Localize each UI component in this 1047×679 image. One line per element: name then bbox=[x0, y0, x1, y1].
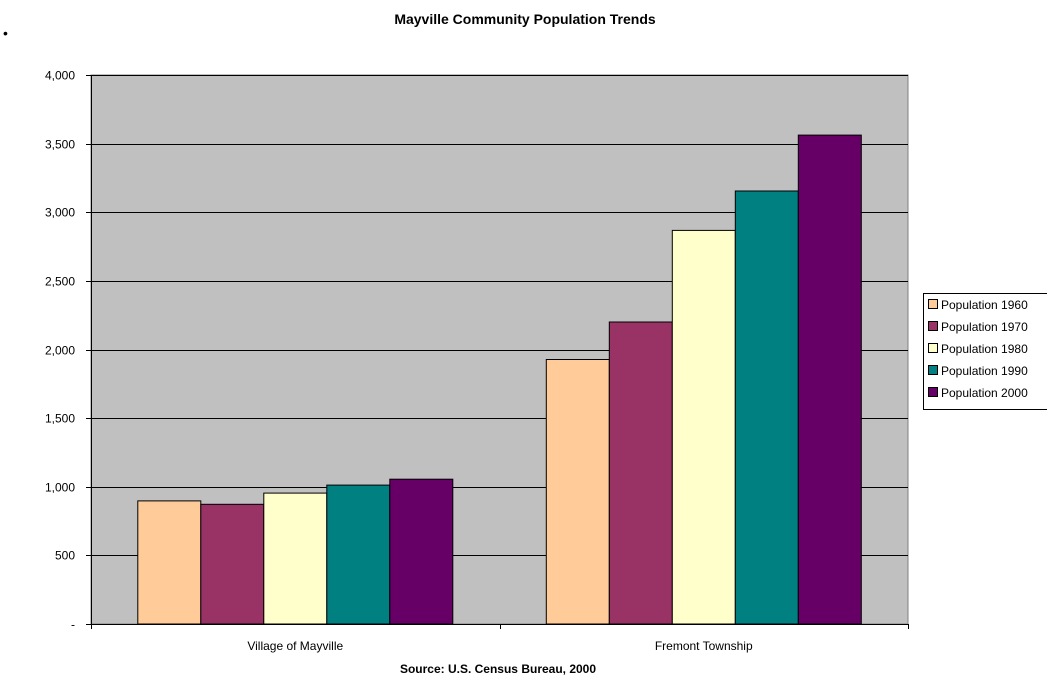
legend: Population 1960 Population 1970 Population… bbox=[923, 293, 1047, 410]
y-tick-labels: - 500 1,000 1,500 2,000 2,500 3,000 3,500 4,000 bbox=[45, 69, 75, 632]
axes bbox=[86, 75, 909, 629]
bar bbox=[797, 134, 862, 625]
bar bbox=[545, 359, 610, 625]
bar bbox=[671, 229, 736, 625]
legend-swatch bbox=[928, 387, 938, 397]
y-tick-label: 1,000 bbox=[45, 481, 75, 495]
legend-swatch bbox=[928, 299, 938, 309]
bar bbox=[200, 503, 265, 625]
legend-swatch bbox=[928, 321, 938, 331]
bar bbox=[326, 484, 391, 625]
legend-label: Population 1980 bbox=[941, 342, 1028, 356]
y-tick-label: 3,000 bbox=[45, 206, 75, 220]
bar bbox=[263, 492, 328, 625]
bars bbox=[137, 134, 862, 625]
bar bbox=[389, 478, 454, 625]
legend-label: Population 2000 bbox=[941, 386, 1028, 400]
legend-label: Population 1960 bbox=[941, 298, 1028, 312]
source-note: Source: U.S. Census Bureau, 2000 bbox=[400, 662, 596, 676]
y-tick-label: 3,500 bbox=[45, 138, 75, 152]
bar bbox=[608, 321, 673, 625]
chart-title: Mayville Community Population Trends bbox=[394, 11, 656, 27]
category-label: Village of Mayville bbox=[247, 639, 343, 653]
legend-box bbox=[923, 293, 1047, 410]
legend-label: Population 1990 bbox=[941, 364, 1028, 378]
legend-label: Population 1970 bbox=[941, 320, 1028, 334]
y-tick-label: 2,500 bbox=[45, 275, 75, 289]
category-labels: Village of Mayville Fremont Township bbox=[247, 639, 753, 653]
y-tick-label: 2,000 bbox=[45, 344, 75, 358]
bar bbox=[137, 500, 202, 625]
y-tick-label: 1,500 bbox=[45, 412, 75, 426]
category-label: Fremont Township bbox=[655, 639, 753, 653]
bullet-mark: • bbox=[3, 25, 8, 41]
legend-swatch bbox=[928, 365, 938, 375]
y-tick-label: 4,000 bbox=[45, 69, 75, 83]
y-tick-label: - bbox=[71, 618, 75, 632]
y-tick-label: 500 bbox=[55, 549, 75, 563]
legend-swatch bbox=[928, 343, 938, 353]
bar bbox=[734, 190, 799, 625]
